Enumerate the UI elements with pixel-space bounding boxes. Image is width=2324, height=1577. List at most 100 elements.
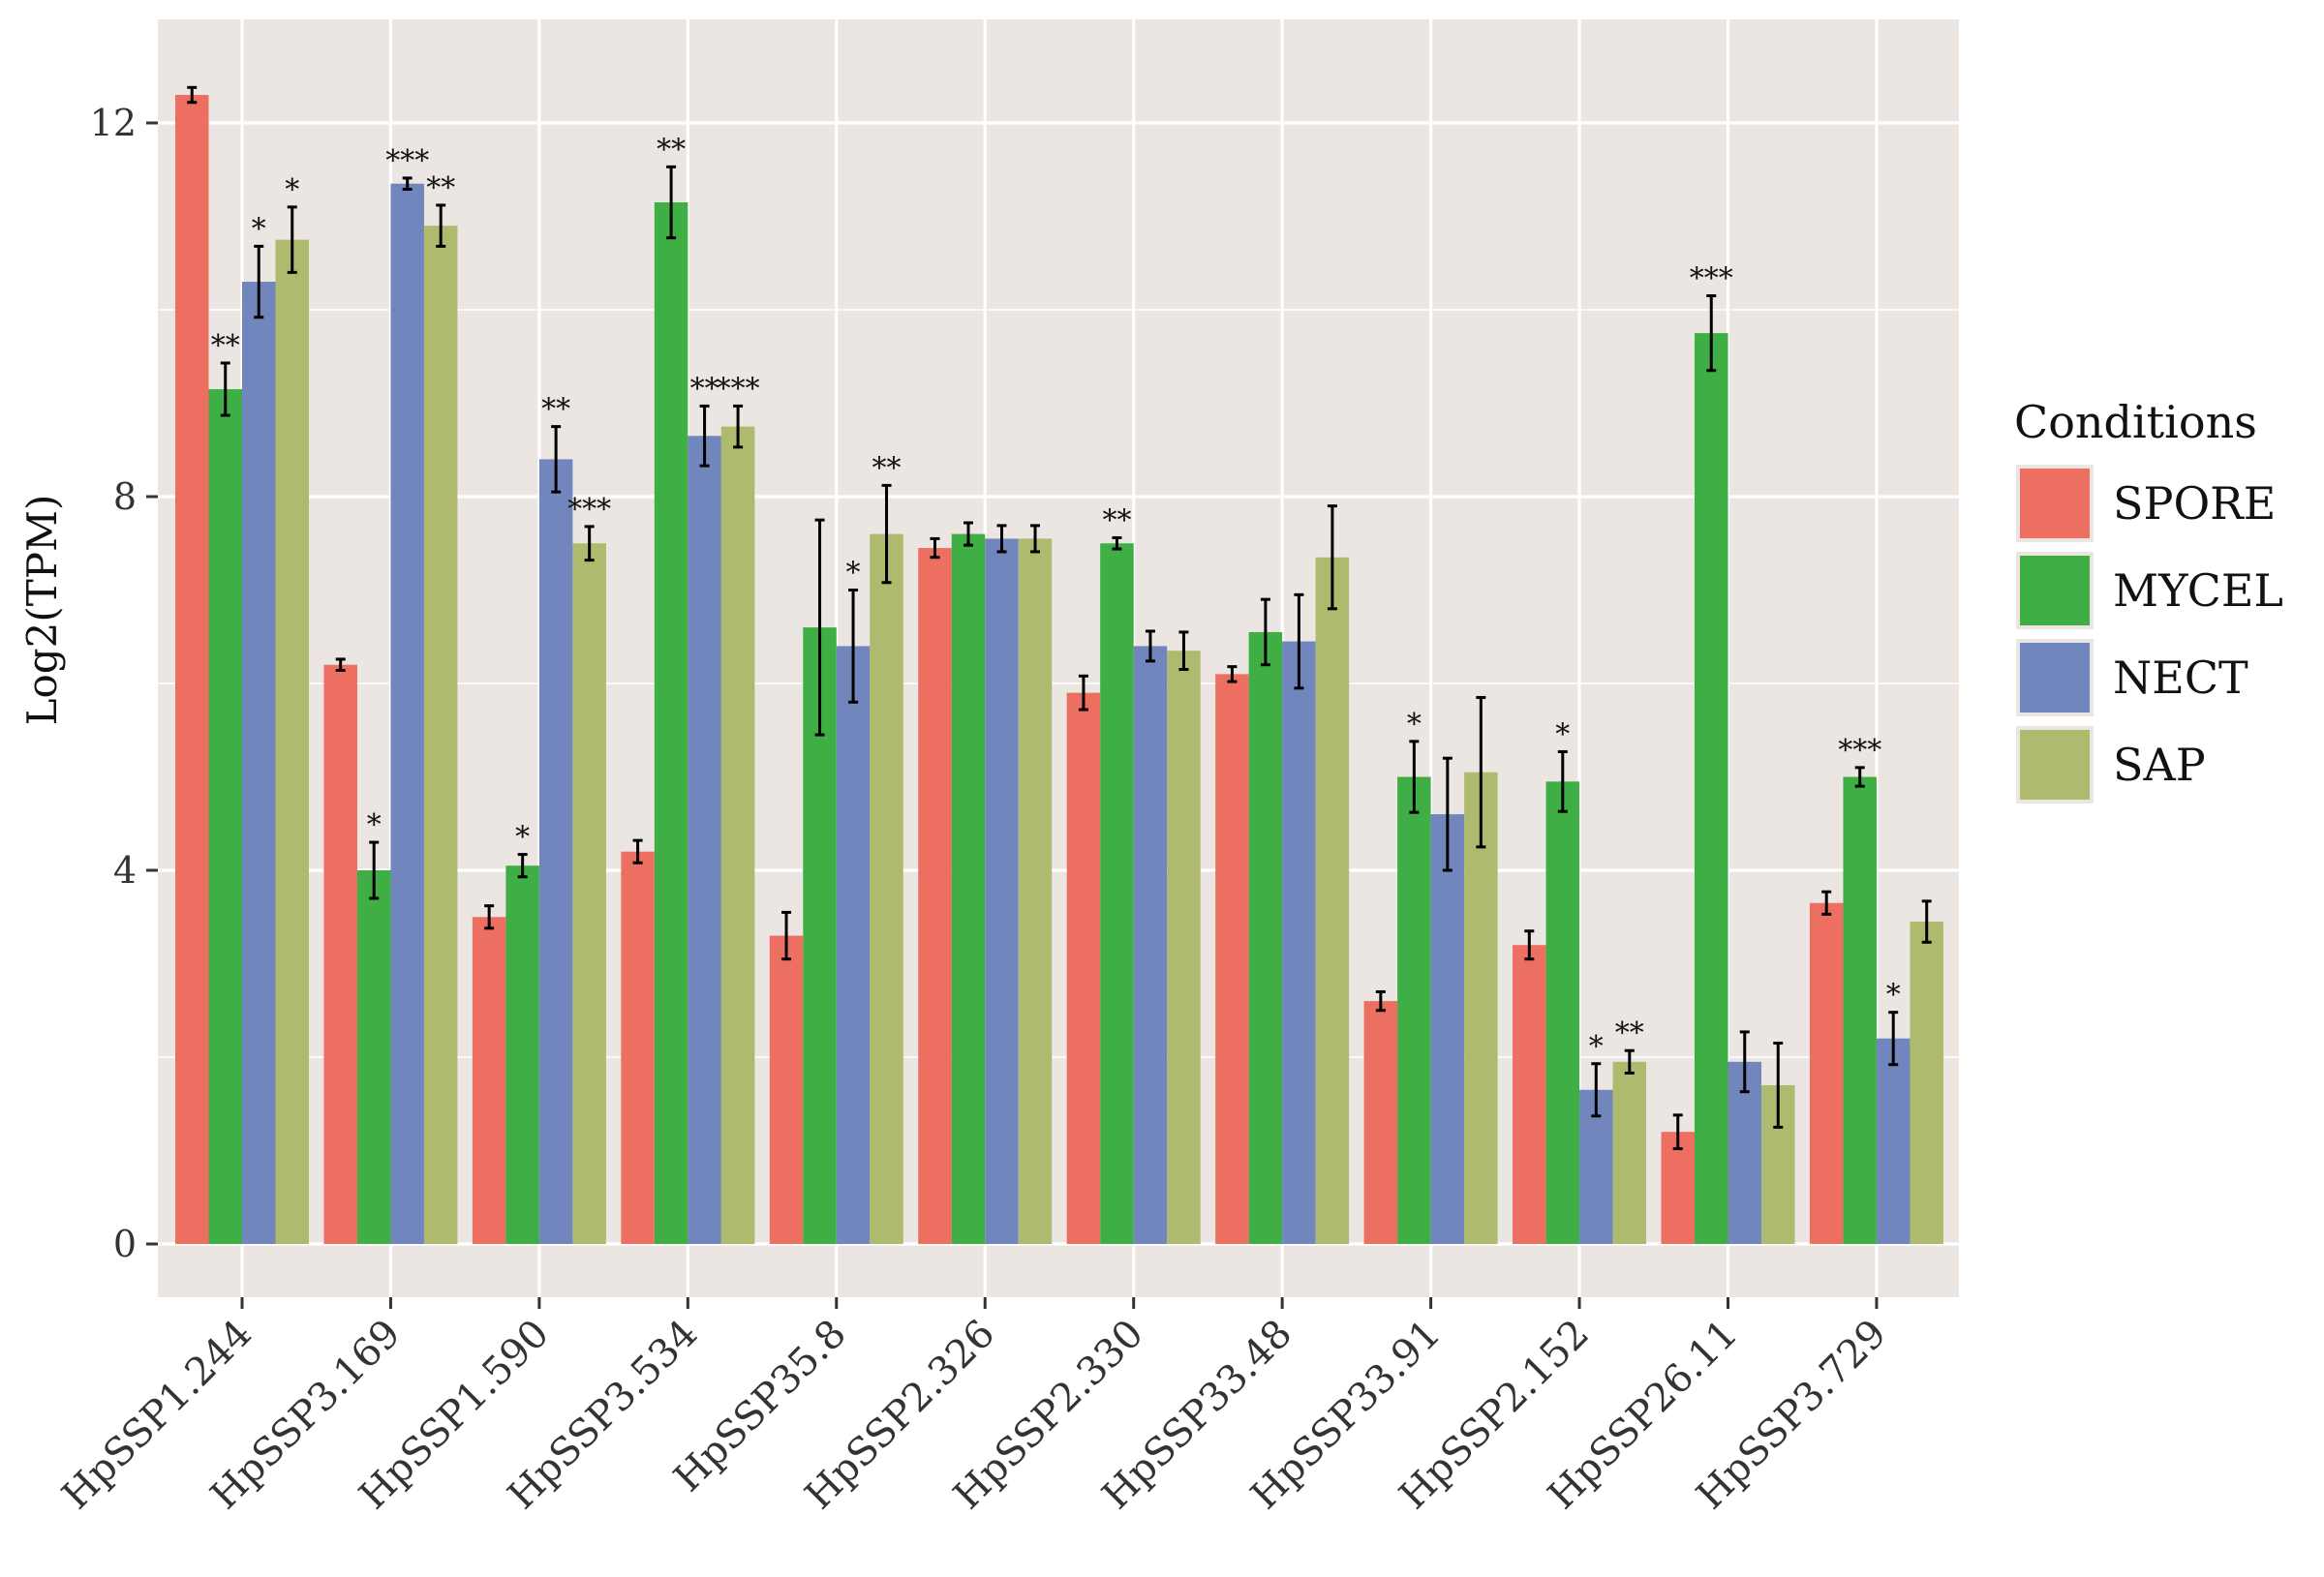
bar-spore-hpssp1-244 xyxy=(175,95,209,1244)
legend-label: SAP xyxy=(2113,739,2206,791)
bar-nect-hpssp2-330 xyxy=(1133,646,1168,1244)
error-bar xyxy=(1921,899,1932,944)
significance-label: * xyxy=(285,173,299,207)
significance-label: * xyxy=(252,212,266,246)
error-bar xyxy=(1476,695,1486,849)
error-bars xyxy=(187,85,1932,1151)
bar-nect-hpssp35-8 xyxy=(836,646,871,1244)
legend-item-nect: NECT xyxy=(2016,639,2248,716)
bar-nect-hpssp3-169 xyxy=(390,183,424,1245)
error-bar xyxy=(287,205,297,274)
error-bar xyxy=(632,838,643,864)
bar-nect-hpssp1-244 xyxy=(242,282,276,1244)
significance-label: ** xyxy=(657,133,686,167)
significance-label: * xyxy=(846,557,861,591)
legend-label: NECT xyxy=(2113,652,2248,704)
bar-spore-hpssp2-330 xyxy=(1066,692,1101,1244)
bar-mycel-hpssp2-326 xyxy=(951,533,986,1244)
error-bar xyxy=(369,840,380,900)
legend-item-spore: SPORE xyxy=(2016,465,2276,542)
y-tick-label: 0 xyxy=(113,1223,137,1265)
significance-label: *** xyxy=(1690,262,1733,296)
error-bar xyxy=(254,244,264,319)
significance-label: ** xyxy=(872,451,902,485)
error-bar xyxy=(1112,535,1122,551)
bar-sap-hpssp3-534 xyxy=(720,426,755,1244)
significance-label: * xyxy=(1555,717,1570,751)
legend-label: MYCEL xyxy=(2113,564,2283,617)
legend: Conditions SPORE MYCEL NECT SAP xyxy=(2014,396,2283,804)
error-bar xyxy=(1078,674,1088,712)
bar-mycel-hpssp1-590 xyxy=(505,865,539,1244)
error-bar xyxy=(881,483,892,585)
y-tick-label: 4 xyxy=(113,849,137,892)
significance-label: ** xyxy=(690,372,719,406)
error-bar xyxy=(335,657,346,672)
error-bar xyxy=(1739,1030,1750,1094)
error-bar xyxy=(584,525,595,562)
significance-label: * xyxy=(1886,979,1901,1013)
bar-mycel-hpssp2-330 xyxy=(1100,543,1134,1244)
error-bar xyxy=(1624,1048,1635,1075)
y-axis-title: Log2(TPM) xyxy=(18,495,66,726)
error-bar xyxy=(1854,766,1865,788)
error-bar xyxy=(1821,890,1832,916)
bar-nect-hpssp3-729 xyxy=(1876,1038,1911,1244)
error-bar xyxy=(996,524,1007,554)
bar-sap-hpssp2-326 xyxy=(1018,538,1053,1244)
significance-label: *** xyxy=(567,493,611,527)
significance-label: *** xyxy=(717,372,760,406)
error-bar xyxy=(402,176,413,192)
error-bar xyxy=(1888,1011,1899,1067)
bar-sap-hpssp2-152 xyxy=(1612,1061,1647,1244)
legend-swatch xyxy=(2020,643,2090,713)
error-bar xyxy=(1672,1113,1683,1151)
error-bar xyxy=(1227,665,1238,683)
error-bar xyxy=(699,404,710,468)
error-bar xyxy=(187,85,198,105)
bar-spore-hpssp1-590 xyxy=(472,917,506,1244)
bar-sap-hpssp33-91 xyxy=(1464,772,1498,1244)
error-bar xyxy=(1409,740,1420,814)
bar-sap-hpssp3-169 xyxy=(423,226,458,1244)
error-bar xyxy=(733,404,744,449)
significance-label: *** xyxy=(1838,734,1881,768)
error-bar xyxy=(848,589,859,704)
error-bar xyxy=(1260,597,1270,667)
significance-label: ** xyxy=(1102,503,1131,537)
plot-panel xyxy=(158,19,1959,1297)
bar-nect-hpssp33-48 xyxy=(1282,641,1316,1244)
bar-nect-hpssp3-534 xyxy=(688,436,721,1244)
significance-label: * xyxy=(367,808,382,842)
legend-title: Conditions xyxy=(2014,396,2257,448)
error-bar xyxy=(814,518,825,737)
bar-spore-hpssp2-326 xyxy=(918,548,952,1244)
bar-mycel-hpssp33-48 xyxy=(1248,631,1283,1244)
bar-sap-hpssp33-48 xyxy=(1315,557,1350,1244)
error-bar xyxy=(930,536,940,560)
significance-label: ** xyxy=(211,329,240,363)
error-bar xyxy=(1327,504,1337,611)
error-bar xyxy=(1030,524,1040,554)
bar-spore-hpssp3-729 xyxy=(1809,902,1844,1244)
bar-sap-hpssp3-729 xyxy=(1910,922,1943,1244)
legend-item-sap: SAP xyxy=(2016,726,2206,804)
bar-mycel-hpssp26-11 xyxy=(1695,333,1728,1244)
significance-label: *** xyxy=(385,144,429,178)
bar-sap-hpssp35-8 xyxy=(870,533,903,1244)
bar-mycel-hpssp3-169 xyxy=(356,870,391,1244)
error-bar xyxy=(1294,592,1304,690)
error-bar xyxy=(551,425,562,494)
bar-mycel-hpssp3-729 xyxy=(1843,776,1877,1244)
error-bar xyxy=(1442,756,1452,872)
bar-spore-hpssp3-169 xyxy=(323,664,357,1244)
bars xyxy=(175,95,1943,1245)
bar-mycel-hpssp1-244 xyxy=(208,389,242,1244)
error-bar xyxy=(1557,749,1568,813)
significance-label: * xyxy=(1407,708,1422,742)
bar-spore-hpssp26-11 xyxy=(1661,1132,1695,1244)
bar-spore-hpssp33-48 xyxy=(1215,674,1249,1244)
error-bar xyxy=(1178,630,1189,672)
error-bar xyxy=(1591,1062,1602,1118)
